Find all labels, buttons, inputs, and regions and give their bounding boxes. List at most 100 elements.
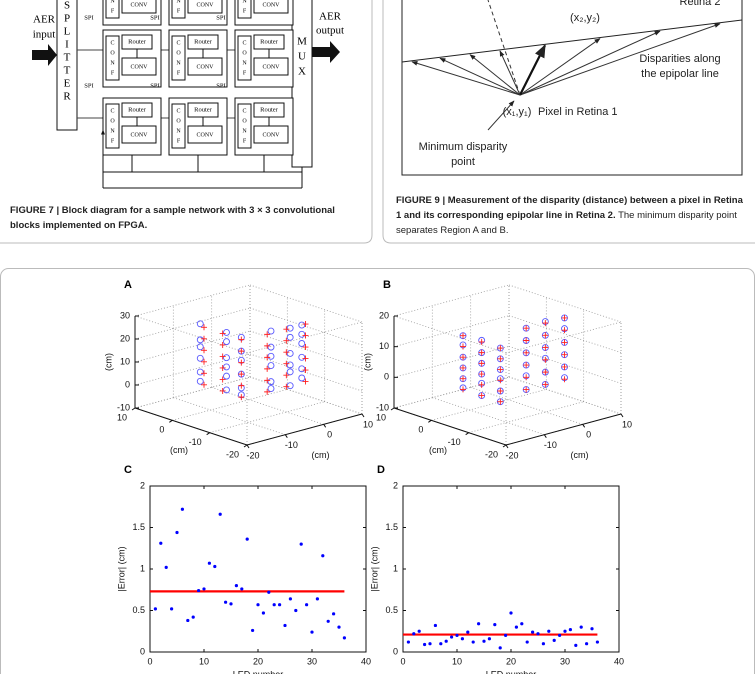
- actual-point: [283, 360, 290, 367]
- y-tick: [582, 424, 586, 428]
- panel-letter: A: [124, 279, 132, 291]
- x-axis-label: (cm): [429, 445, 447, 455]
- grid-line: [134, 284, 251, 317]
- error-point: [170, 607, 174, 611]
- x-tick: [502, 444, 507, 448]
- error-point: [283, 623, 287, 628]
- splitter-letter: L: [64, 26, 71, 38]
- actual-point: [460, 386, 466, 393]
- panel-letter: D: [377, 464, 385, 476]
- measured-point: [223, 363, 230, 371]
- actual-point: [283, 372, 290, 379]
- spi-label: SPI: [150, 82, 159, 89]
- actual-point: [561, 351, 568, 358]
- actual-point: [542, 381, 549, 388]
- box-edge: [393, 315, 507, 354]
- conv-box: [121, 57, 157, 76]
- actual-point: [478, 392, 485, 399]
- conf-letter: C: [242, 108, 246, 114]
- conv-label: CONV: [262, 2, 280, 8]
- conf-box: [171, 35, 186, 81]
- point1-label: (x₁,y₁): [503, 106, 532, 118]
- error-point: [558, 633, 562, 638]
- conv-label: CONV: [130, 132, 148, 138]
- disparities-label: the epipolar line: [641, 68, 719, 80]
- actual-point: [219, 387, 226, 394]
- actual-point: [238, 359, 245, 366]
- error-point: [525, 640, 529, 644]
- error-point: [498, 646, 502, 650]
- measured-point: [286, 368, 294, 376]
- actual-point: [497, 398, 504, 405]
- output-label: AER: [319, 11, 342, 23]
- actual-point: [561, 327, 568, 334]
- actual-point: [523, 337, 530, 344]
- point2-label: (x₂,y₂): [570, 12, 600, 24]
- y-tick-label: 0.5: [385, 605, 398, 615]
- error-point: [294, 608, 298, 613]
- grid-line: [508, 376, 622, 415]
- mux-box: [291, 0, 313, 168]
- error-point: [547, 629, 551, 633]
- error-point: [186, 618, 190, 623]
- error-point: [493, 623, 497, 627]
- error-point: [471, 640, 475, 644]
- grid-line: [432, 397, 545, 436]
- x-tick-label: 0: [147, 656, 152, 666]
- grid-line: [134, 307, 251, 340]
- actual-point: [201, 324, 207, 331]
- error-point: [202, 587, 206, 591]
- actual-point: [460, 375, 466, 382]
- error-point: [595, 640, 600, 644]
- retina2-label: Retina 2: [680, 0, 721, 8]
- conv-label: CONV: [262, 64, 280, 70]
- actual-point: [238, 371, 245, 378]
- actual-point: [478, 371, 485, 378]
- error-point: [466, 630, 470, 634]
- splitter-letter: I: [65, 39, 69, 51]
- error-point: [278, 603, 282, 607]
- x-tick: [131, 407, 136, 411]
- measured-point: [286, 350, 294, 357]
- error-point: [332, 612, 336, 616]
- conf-letter: C: [110, 108, 114, 114]
- actual-point: [460, 343, 466, 350]
- measured-point: [286, 382, 294, 390]
- measured-point: [286, 324, 294, 332]
- y-tick: [323, 424, 327, 428]
- actual-point: [219, 364, 226, 371]
- y-tick-label: -10: [285, 440, 298, 450]
- error-point: [213, 564, 217, 569]
- error-point: [514, 625, 519, 629]
- error-point: [504, 633, 508, 638]
- y-tick: [505, 444, 509, 449]
- figure9-caption-title: FIGURE 9 | Measurement of the disparity …: [396, 195, 743, 221]
- error-point: [305, 603, 309, 607]
- grid-line: [134, 330, 251, 363]
- error-point: [450, 635, 454, 639]
- conf-letter: F: [243, 138, 247, 144]
- grid-line: [393, 376, 510, 409]
- measured-point: [298, 353, 306, 361]
- measured-point: [223, 338, 230, 346]
- x-axis-label: LED number: [233, 669, 284, 674]
- measured-point: [196, 368, 204, 376]
- splitter-letter: P: [64, 13, 70, 25]
- x-tick-label: -10: [189, 437, 202, 447]
- measured-point: [223, 328, 230, 336]
- grid-line: [508, 284, 622, 323]
- actual-point: [478, 360, 485, 367]
- spi-label: SPI: [84, 82, 93, 89]
- y-axis: [246, 413, 363, 446]
- box-edge: [134, 315, 248, 354]
- conf-letter: N: [110, 128, 115, 134]
- measured-point: [196, 320, 204, 328]
- conv-box: [187, 57, 223, 76]
- error-point: [428, 642, 432, 646]
- y-tick-label: 0: [393, 646, 398, 656]
- actual-point: [478, 338, 485, 345]
- grid-line: [173, 397, 286, 436]
- grid-line: [172, 388, 288, 421]
- actual-point: [264, 365, 271, 372]
- x-tick-label: 10: [376, 412, 386, 422]
